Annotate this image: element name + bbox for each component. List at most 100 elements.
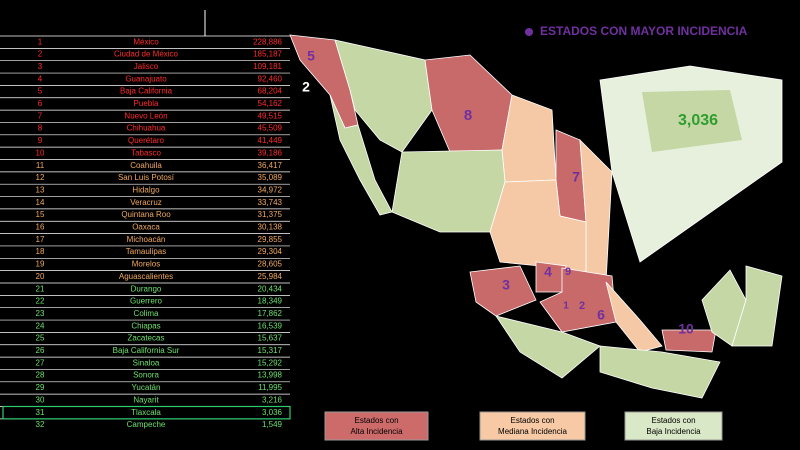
value: 54,162 bbox=[258, 99, 283, 108]
region bbox=[495, 315, 601, 379]
highlight bbox=[2, 405, 291, 420]
state: Coahuila bbox=[130, 161, 162, 170]
value: 17,862 bbox=[258, 309, 283, 318]
rank: 18 bbox=[36, 247, 45, 256]
value: 39,186 bbox=[258, 148, 283, 157]
rank: 28 bbox=[36, 371, 45, 380]
rank: 1 bbox=[38, 37, 43, 46]
legend-label: Estados con bbox=[354, 416, 398, 425]
value: 25,984 bbox=[258, 272, 283, 281]
rank: 7 bbox=[38, 111, 43, 120]
state: Durango bbox=[131, 284, 162, 293]
value: 31,375 bbox=[258, 210, 283, 219]
rank: 5 bbox=[38, 87, 43, 96]
state: Nayarit bbox=[133, 395, 159, 404]
rank: 26 bbox=[36, 346, 45, 355]
map-label: 5 bbox=[307, 48, 315, 64]
value: 228,886 bbox=[253, 37, 282, 46]
state: Ciudad de México bbox=[114, 50, 179, 59]
state: Quintana Roo bbox=[121, 210, 171, 219]
value: 20,434 bbox=[258, 284, 283, 293]
legend-label: Estados con bbox=[510, 416, 554, 425]
rank: 21 bbox=[36, 284, 45, 293]
rank: 24 bbox=[36, 321, 45, 330]
rank: 15 bbox=[36, 210, 45, 219]
value: 29,304 bbox=[258, 247, 283, 256]
legend-label: Baja Incidencia bbox=[646, 427, 701, 436]
rank: 10 bbox=[36, 148, 45, 157]
rank: 11 bbox=[36, 161, 45, 170]
rank: 25 bbox=[36, 334, 45, 343]
map-label: 3,036 bbox=[678, 112, 718, 129]
map-label: 8 bbox=[464, 107, 472, 124]
state: Campeche bbox=[127, 420, 166, 429]
state: Oaxaca bbox=[132, 223, 160, 232]
value: 34,972 bbox=[258, 185, 283, 194]
value: 35,089 bbox=[258, 173, 283, 182]
state: Chiapas bbox=[131, 321, 160, 330]
rank: 20 bbox=[36, 272, 45, 281]
value: 33,743 bbox=[258, 198, 283, 207]
value: 92,460 bbox=[258, 74, 283, 83]
state: Sinaloa bbox=[133, 358, 160, 367]
value: 3,216 bbox=[262, 395, 283, 404]
legend: Estados con Alta Incidencia Estados con Med… bbox=[324, 411, 723, 441]
state: Puebla bbox=[134, 99, 159, 108]
table: 1 México 228,886 2 Ciudad de México 185,187 3 J… bbox=[0, 35, 291, 429]
region bbox=[599, 65, 783, 263]
rank: 4 bbox=[38, 74, 43, 83]
value: 11,995 bbox=[258, 383, 282, 392]
state: Baja California Sur bbox=[113, 346, 180, 355]
value: 28,605 bbox=[258, 260, 283, 269]
rank: 14 bbox=[36, 198, 45, 207]
state: San Luis Potosí bbox=[118, 173, 175, 182]
legend-label: Estados con bbox=[651, 416, 695, 425]
rank: 19 bbox=[36, 260, 45, 269]
rank: 16 bbox=[36, 223, 45, 232]
map-label: 4 bbox=[544, 264, 552, 280]
value: 13,998 bbox=[258, 371, 283, 380]
value: 16,539 bbox=[258, 321, 283, 330]
map-label: 3 bbox=[502, 277, 510, 293]
region bbox=[731, 265, 783, 347]
rank: 8 bbox=[38, 124, 43, 133]
value: 68,204 bbox=[258, 87, 283, 96]
state: Chihuahua bbox=[127, 124, 166, 133]
region bbox=[661, 329, 717, 353]
state: Yucatán bbox=[132, 383, 161, 392]
rank: 12 bbox=[36, 173, 45, 182]
value: 15,292 bbox=[258, 358, 283, 367]
value: 185,187 bbox=[253, 50, 282, 59]
rank: 30 bbox=[36, 395, 45, 404]
state: Baja California bbox=[120, 87, 173, 96]
state: Jalisco bbox=[134, 62, 159, 71]
region bbox=[599, 345, 721, 399]
value: 49,515 bbox=[258, 111, 283, 120]
rank: 13 bbox=[36, 185, 45, 194]
state: Tlaxcala bbox=[131, 408, 161, 417]
map bbox=[289, 34, 783, 399]
rank: 17 bbox=[36, 235, 45, 244]
rank: 32 bbox=[36, 420, 45, 429]
rank: 31 bbox=[36, 408, 45, 417]
legend-box bbox=[479, 411, 586, 441]
rank: 9 bbox=[38, 136, 43, 145]
state: Guanajuato bbox=[125, 74, 167, 83]
state: Michoacán bbox=[127, 235, 166, 244]
region bbox=[501, 94, 557, 183]
state: Zacatecas bbox=[128, 334, 165, 343]
map-label: 2 bbox=[302, 79, 310, 95]
state: Aguascalientes bbox=[119, 272, 173, 281]
value: 3,036 bbox=[262, 408, 283, 417]
region bbox=[489, 179, 587, 273]
rank: 27 bbox=[36, 358, 45, 367]
value: 30,138 bbox=[258, 223, 283, 232]
legend-box bbox=[624, 411, 723, 441]
state: Tabasco bbox=[131, 148, 161, 157]
region bbox=[642, 90, 742, 152]
state: Morelos bbox=[132, 260, 160, 269]
value: 1,549 bbox=[262, 420, 283, 429]
map-label: 1 bbox=[563, 301, 569, 312]
